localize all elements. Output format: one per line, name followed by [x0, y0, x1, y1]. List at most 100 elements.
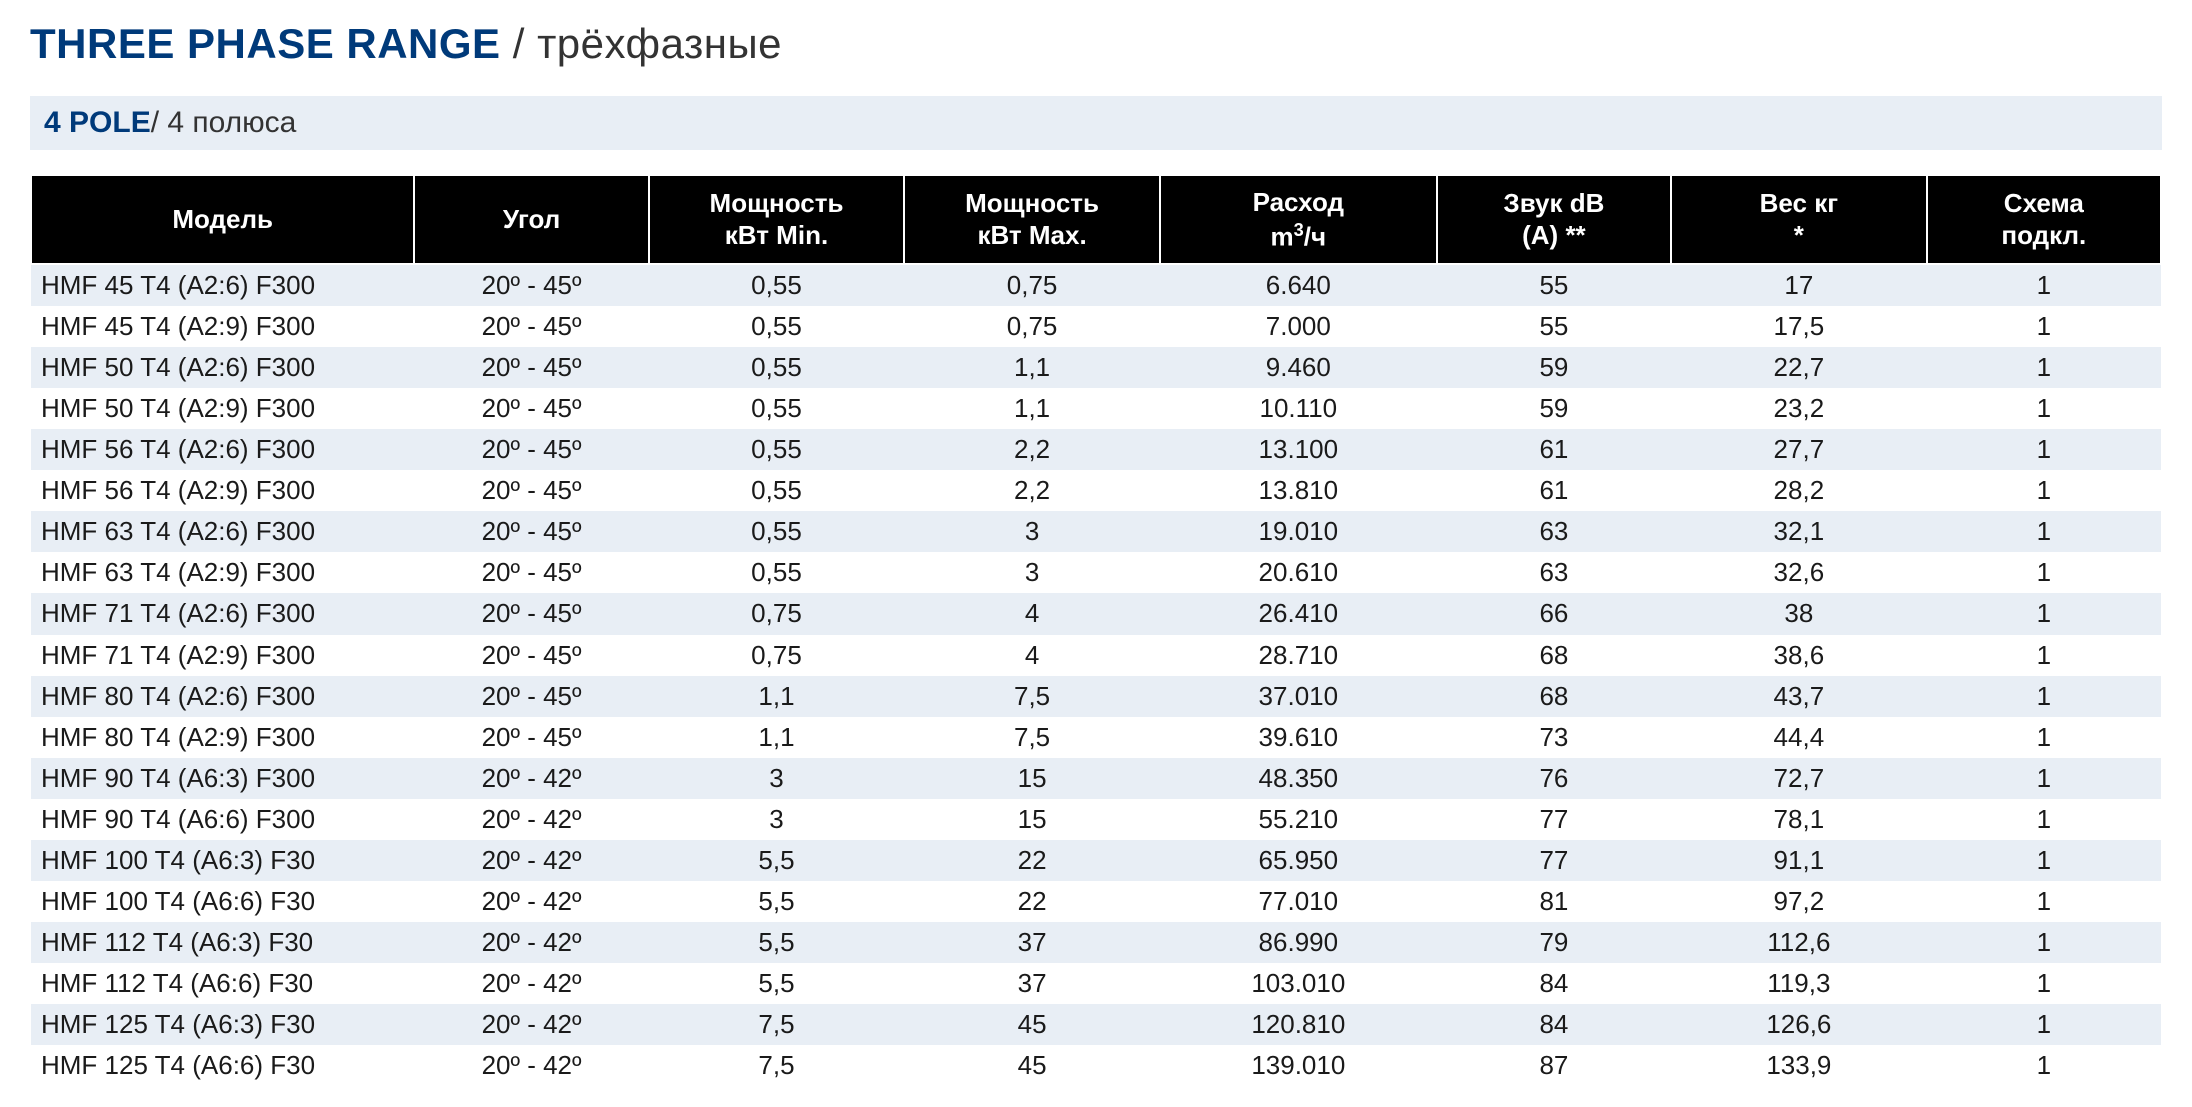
table-row: HMF 50 T4 (A2:6) F30020º - 45º0,551,19.4…	[31, 347, 2161, 388]
cell-angle: 20º - 42º	[414, 881, 648, 922]
cell-weight: 91,1	[1671, 840, 1927, 881]
cell-pmin: 0,55	[649, 388, 905, 429]
cell-pmin: 0,75	[649, 635, 905, 676]
cell-pmin: 0,75	[649, 593, 905, 634]
cell-sound: 61	[1437, 429, 1671, 470]
cell-pmax: 45	[904, 1004, 1160, 1045]
cell-pmin: 3	[649, 758, 905, 799]
cell-flow: 55.210	[1160, 799, 1437, 840]
cell-sound: 55	[1437, 306, 1671, 347]
cell-model: HMF 90 T4 (A6:6) F300	[31, 799, 414, 840]
cell-scheme: 1	[1927, 1004, 2161, 1045]
cell-model: HMF 50 T4 (A2:9) F300	[31, 388, 414, 429]
cell-flow: 13.810	[1160, 470, 1437, 511]
table-row: HMF 125 T4 (A6:3) F3020º - 42º7,545120.8…	[31, 1004, 2161, 1045]
table-row: HMF 56 T4 (A2:9) F30020º - 45º0,552,213.…	[31, 470, 2161, 511]
cell-angle: 20º - 45º	[414, 717, 648, 758]
cell-scheme: 1	[1927, 840, 2161, 881]
cell-angle: 20º - 45º	[414, 593, 648, 634]
cell-weight: 22,7	[1671, 347, 1927, 388]
cell-angle: 20º - 42º	[414, 922, 648, 963]
cell-model: HMF 100 T4 (A6:3) F30	[31, 840, 414, 881]
cell-pmax: 3	[904, 511, 1160, 552]
table-row: HMF 56 T4 (A2:6) F30020º - 45º0,552,213.…	[31, 429, 2161, 470]
cell-flow: 65.950	[1160, 840, 1437, 881]
cell-flow: 6.640	[1160, 264, 1437, 306]
table-row: HMF 100 T4 (A6:3) F3020º - 42º5,52265.95…	[31, 840, 2161, 881]
cell-angle: 20º - 45º	[414, 676, 648, 717]
cell-weight: 126,6	[1671, 1004, 1927, 1045]
cell-angle: 20º - 45º	[414, 470, 648, 511]
cell-flow: 26.410	[1160, 593, 1437, 634]
cell-weight: 72,7	[1671, 758, 1927, 799]
cell-pmin: 0,55	[649, 306, 905, 347]
table-row: HMF 50 T4 (A2:9) F30020º - 45º0,551,110.…	[31, 388, 2161, 429]
cell-flow: 77.010	[1160, 881, 1437, 922]
cell-pmin: 1,1	[649, 717, 905, 758]
col-header-sound: Звук dB(A) **	[1437, 175, 1671, 264]
cell-sound: 77	[1437, 799, 1671, 840]
cell-sound: 55	[1437, 264, 1671, 306]
cell-model: HMF 63 T4 (A2:9) F300	[31, 552, 414, 593]
cell-weight: 78,1	[1671, 799, 1927, 840]
cell-flow: 39.610	[1160, 717, 1437, 758]
cell-scheme: 1	[1927, 306, 2161, 347]
cell-scheme: 1	[1927, 429, 2161, 470]
table-row: HMF 125 T4 (A6:6) F3020º - 42º7,545139.0…	[31, 1045, 2161, 1086]
cell-pmin: 7,5	[649, 1045, 905, 1086]
cell-model: HMF 112 T4 (A6:6) F30	[31, 963, 414, 1004]
cell-pmax: 4	[904, 593, 1160, 634]
cell-weight: 38,6	[1671, 635, 1927, 676]
cell-scheme: 1	[1927, 347, 2161, 388]
cell-flow: 7.000	[1160, 306, 1437, 347]
table-row: HMF 63 T4 (A2:9) F30020º - 45º0,55320.61…	[31, 552, 2161, 593]
cell-sound: 63	[1437, 511, 1671, 552]
subtitle-bar: 4 POLE/ 4 полюса	[30, 96, 2162, 150]
cell-pmin: 5,5	[649, 922, 905, 963]
page-title: THREE PHASE RANGE / трёхфазные	[30, 20, 2162, 68]
cell-weight: 44,4	[1671, 717, 1927, 758]
cell-pmin: 3	[649, 799, 905, 840]
cell-weight: 112,6	[1671, 922, 1927, 963]
col-header-weight: Вес кг*	[1671, 175, 1927, 264]
spec-table: МодельУголМощностькВт Min.МощностькВт Ma…	[30, 174, 2162, 1087]
cell-sound: 63	[1437, 552, 1671, 593]
cell-sound: 84	[1437, 1004, 1671, 1045]
cell-flow: 13.100	[1160, 429, 1437, 470]
cell-scheme: 1	[1927, 676, 2161, 717]
table-row: HMF 80 T4 (A2:9) F30020º - 45º1,17,539.6…	[31, 717, 2161, 758]
cell-scheme: 1	[1927, 758, 2161, 799]
cell-weight: 17	[1671, 264, 1927, 306]
cell-model: HMF 63 T4 (A2:6) F300	[31, 511, 414, 552]
cell-flow: 120.810	[1160, 1004, 1437, 1045]
table-row: HMF 100 T4 (A6:6) F3020º - 42º5,52277.01…	[31, 881, 2161, 922]
cell-pmax: 2,2	[904, 470, 1160, 511]
cell-pmin: 5,5	[649, 840, 905, 881]
cell-model: HMF 50 T4 (A2:6) F300	[31, 347, 414, 388]
table-row: HMF 45 T4 (A2:6) F30020º - 45º0,550,756.…	[31, 264, 2161, 306]
cell-flow: 28.710	[1160, 635, 1437, 676]
table-header: МодельУголМощностькВт Min.МощностькВт Ma…	[31, 175, 2161, 264]
cell-weight: 28,2	[1671, 470, 1927, 511]
cell-pmin: 0,55	[649, 470, 905, 511]
cell-model: HMF 71 T4 (A2:9) F300	[31, 635, 414, 676]
cell-weight: 43,7	[1671, 676, 1927, 717]
cell-pmin: 0,55	[649, 511, 905, 552]
cell-angle: 20º - 42º	[414, 758, 648, 799]
cell-pmin: 7,5	[649, 1004, 905, 1045]
cell-angle: 20º - 42º	[414, 963, 648, 1004]
cell-scheme: 1	[1927, 264, 2161, 306]
table-row: HMF 112 T4 (A6:3) F3020º - 42º5,53786.99…	[31, 922, 2161, 963]
subtitle-bold: 4 POLE	[44, 106, 151, 139]
cell-scheme: 1	[1927, 717, 2161, 758]
cell-sound: 77	[1437, 840, 1671, 881]
cell-model: HMF 71 T4 (A2:6) F300	[31, 593, 414, 634]
cell-angle: 20º - 45º	[414, 429, 648, 470]
cell-angle: 20º - 42º	[414, 799, 648, 840]
page-title-rest: / трёхфазные	[501, 20, 782, 67]
cell-sound: 73	[1437, 717, 1671, 758]
cell-pmax: 4	[904, 635, 1160, 676]
cell-scheme: 1	[1927, 635, 2161, 676]
cell-angle: 20º - 45º	[414, 347, 648, 388]
cell-scheme: 1	[1927, 1045, 2161, 1086]
